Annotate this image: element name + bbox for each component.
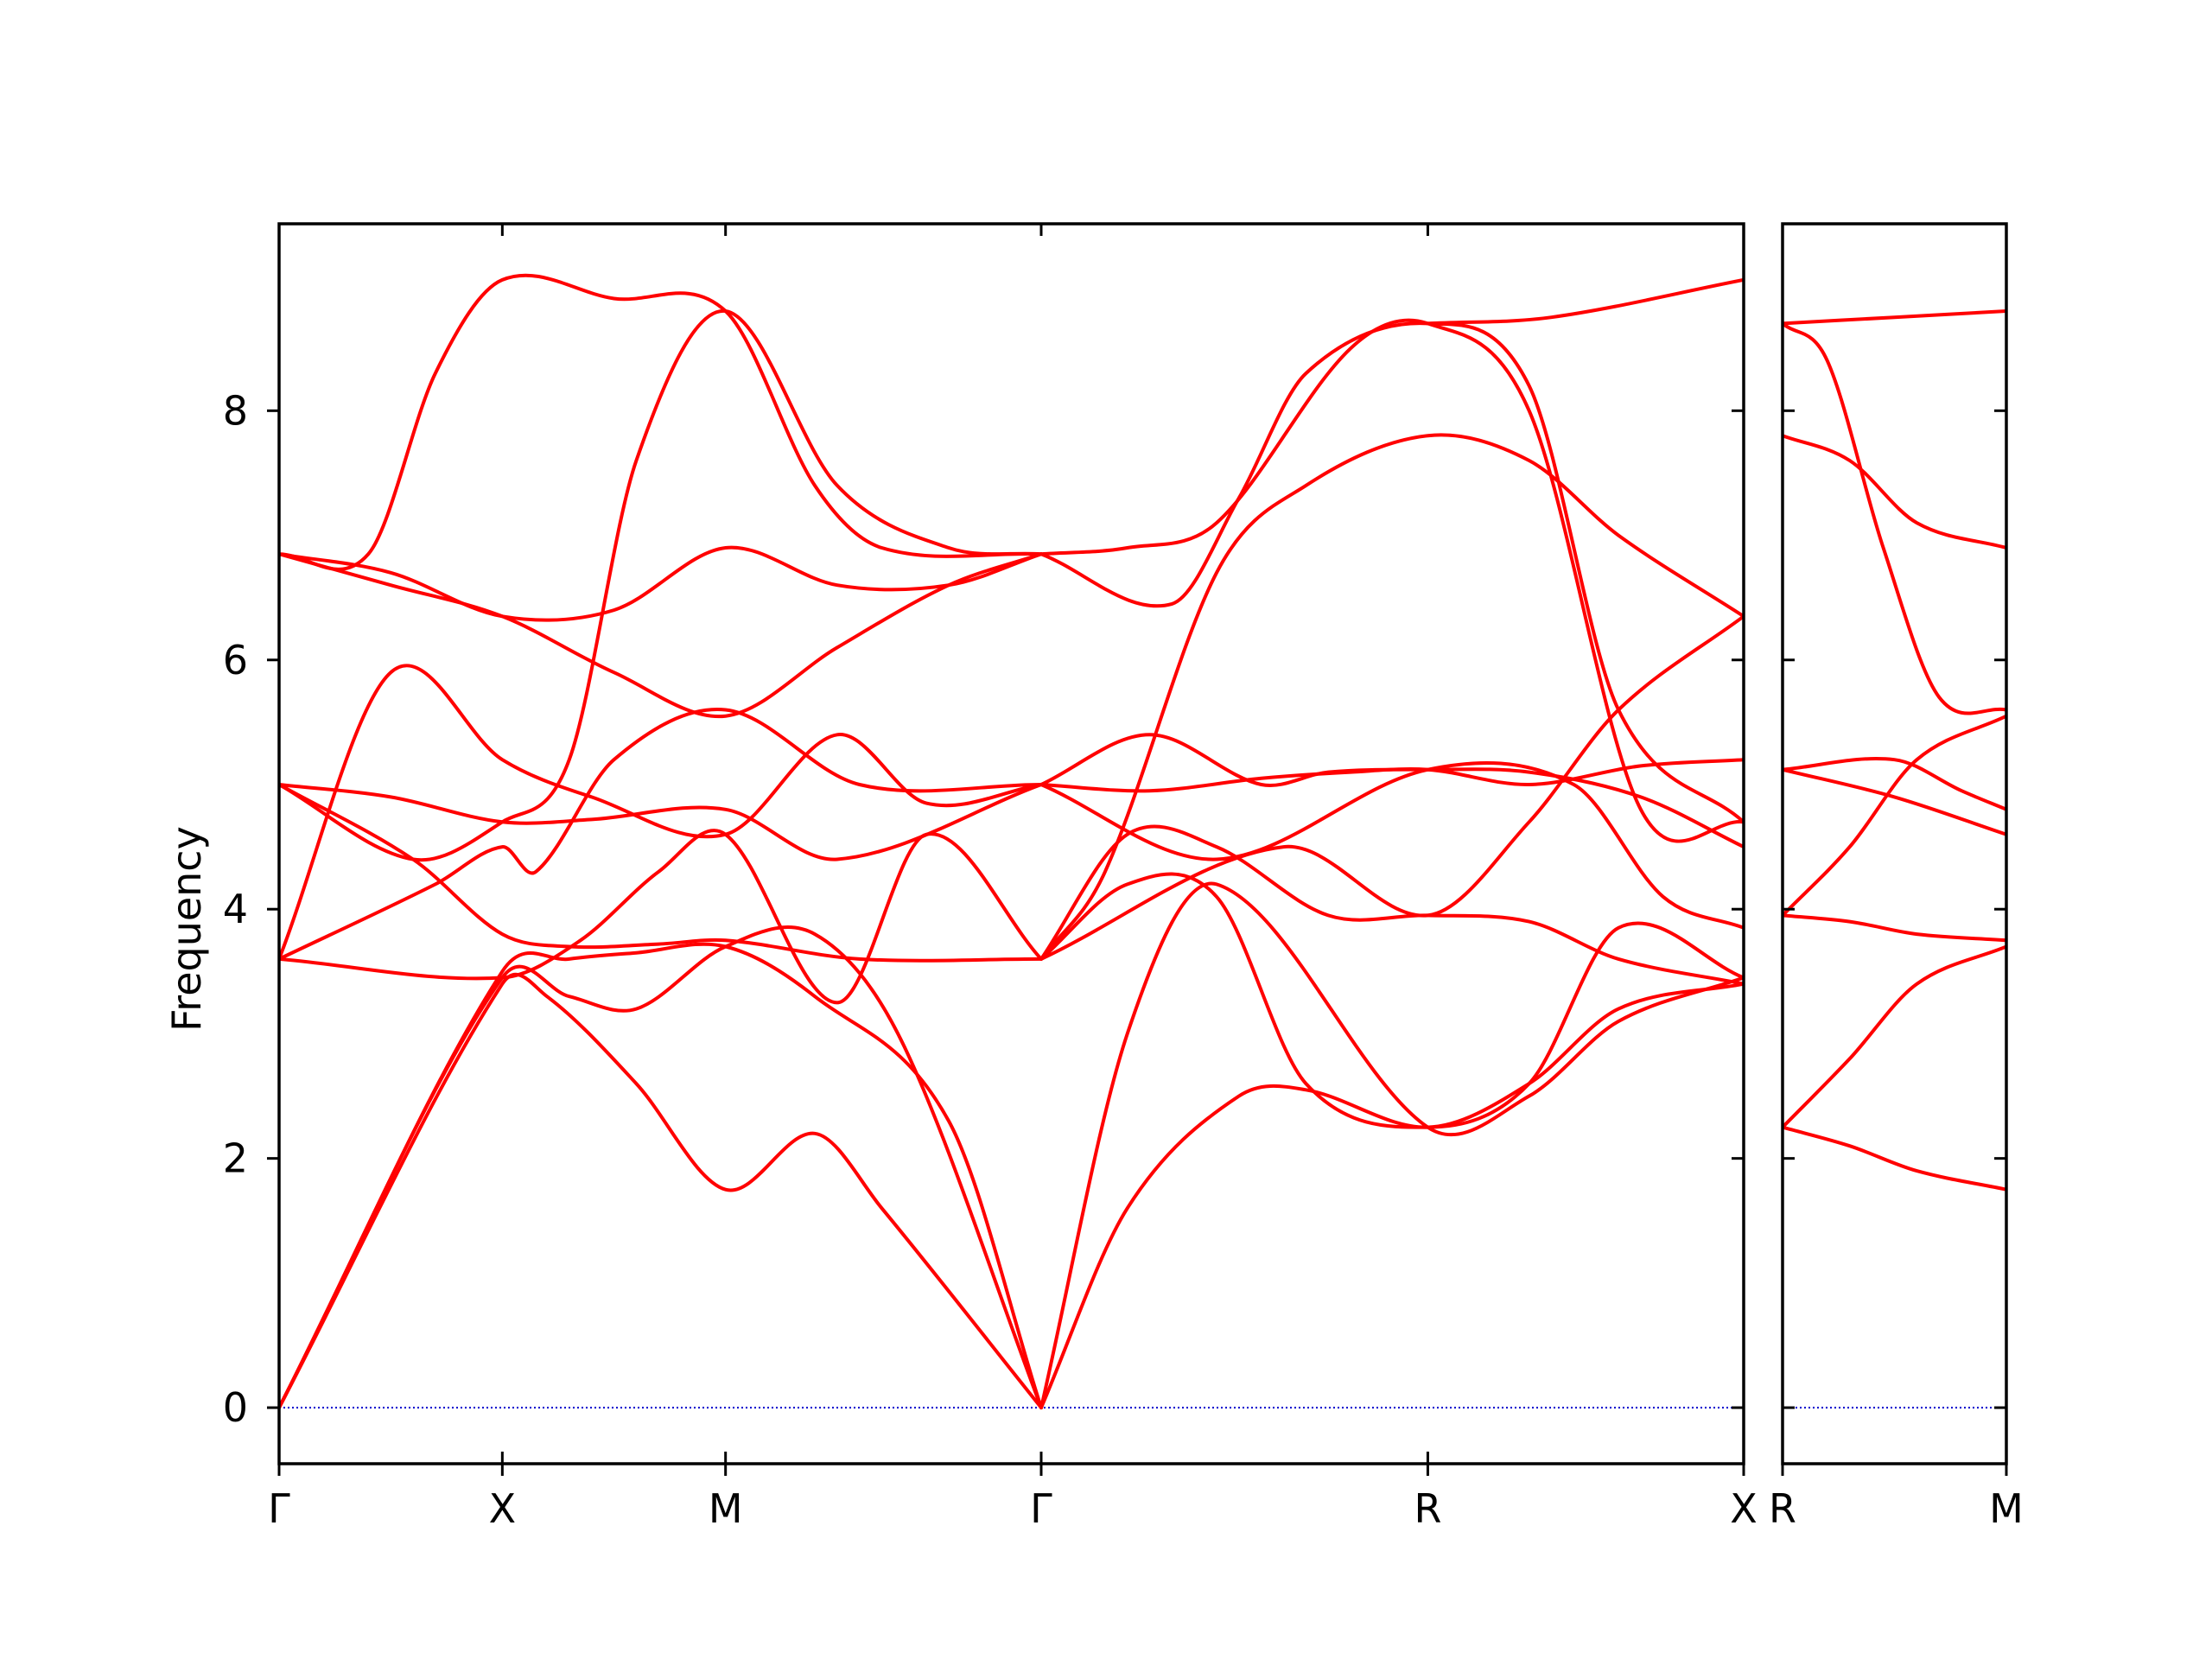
band-line-8 [1783,309,2006,326]
band-line-5 [1783,756,2006,811]
y-tick-label: 2 [223,1135,248,1182]
bands [279,273,1744,1410]
band-line-4 [1783,767,2006,836]
panel-main: Γ X M Γ R X 0 2 4 6 8 [223,222,1758,1532]
band-line-1 [279,925,1043,1410]
band-line-17 [1039,758,1744,793]
y-tick-label: 6 [223,637,248,683]
band-line-13 [1039,881,1744,1410]
x-tick-label: M [1989,1485,2024,1532]
y-axis-label: Frequency [163,826,210,1032]
band-line-0 [279,972,1043,1410]
band-line-9 [279,552,1043,719]
x-tick-label: M [709,1485,743,1532]
band-line-14 [1039,824,1744,986]
band-line-23 [1426,277,1744,326]
band-line-11 [279,308,1043,862]
bands [1783,309,2006,1192]
band-line-3 [279,829,1043,1005]
y-tick-label: 4 [223,886,248,932]
band-line-21 [1039,614,1744,961]
band-line-2 [279,942,1043,1410]
plot-frame [277,222,1745,1465]
y-tick-label: 0 [223,1384,248,1431]
band-line-4 [279,664,1043,961]
band-line-3 [1783,714,2006,918]
band-line-0 [1783,1125,2006,1192]
x-tick-label: X [1730,1485,1758,1532]
band-line-1 [1783,944,2006,1129]
band-line-6 [1783,434,2006,550]
band-line-2 [1783,913,2006,943]
band-line-6 [279,783,1043,861]
x-tick-label: Γ [1030,1485,1052,1532]
x-tick-label: R [1769,1485,1796,1532]
band-line-10 [279,273,1043,571]
band-line-19 [1039,321,1744,824]
x-tick-label: R [1414,1485,1441,1532]
band-line-15 [1039,872,1744,1129]
y-tick-label: 8 [223,387,248,434]
plot-frame [1781,222,2008,1465]
band-line-7 [1783,321,2006,715]
band-line-7 [279,708,1043,961]
band-line-18 [1039,433,1744,961]
band-line-22 [1039,760,1744,930]
band-line-8 [279,545,1043,622]
x-tick-label: X [489,1485,517,1532]
x-tick-label: Γ [268,1485,290,1532]
band-line-12 [1039,982,1744,1410]
